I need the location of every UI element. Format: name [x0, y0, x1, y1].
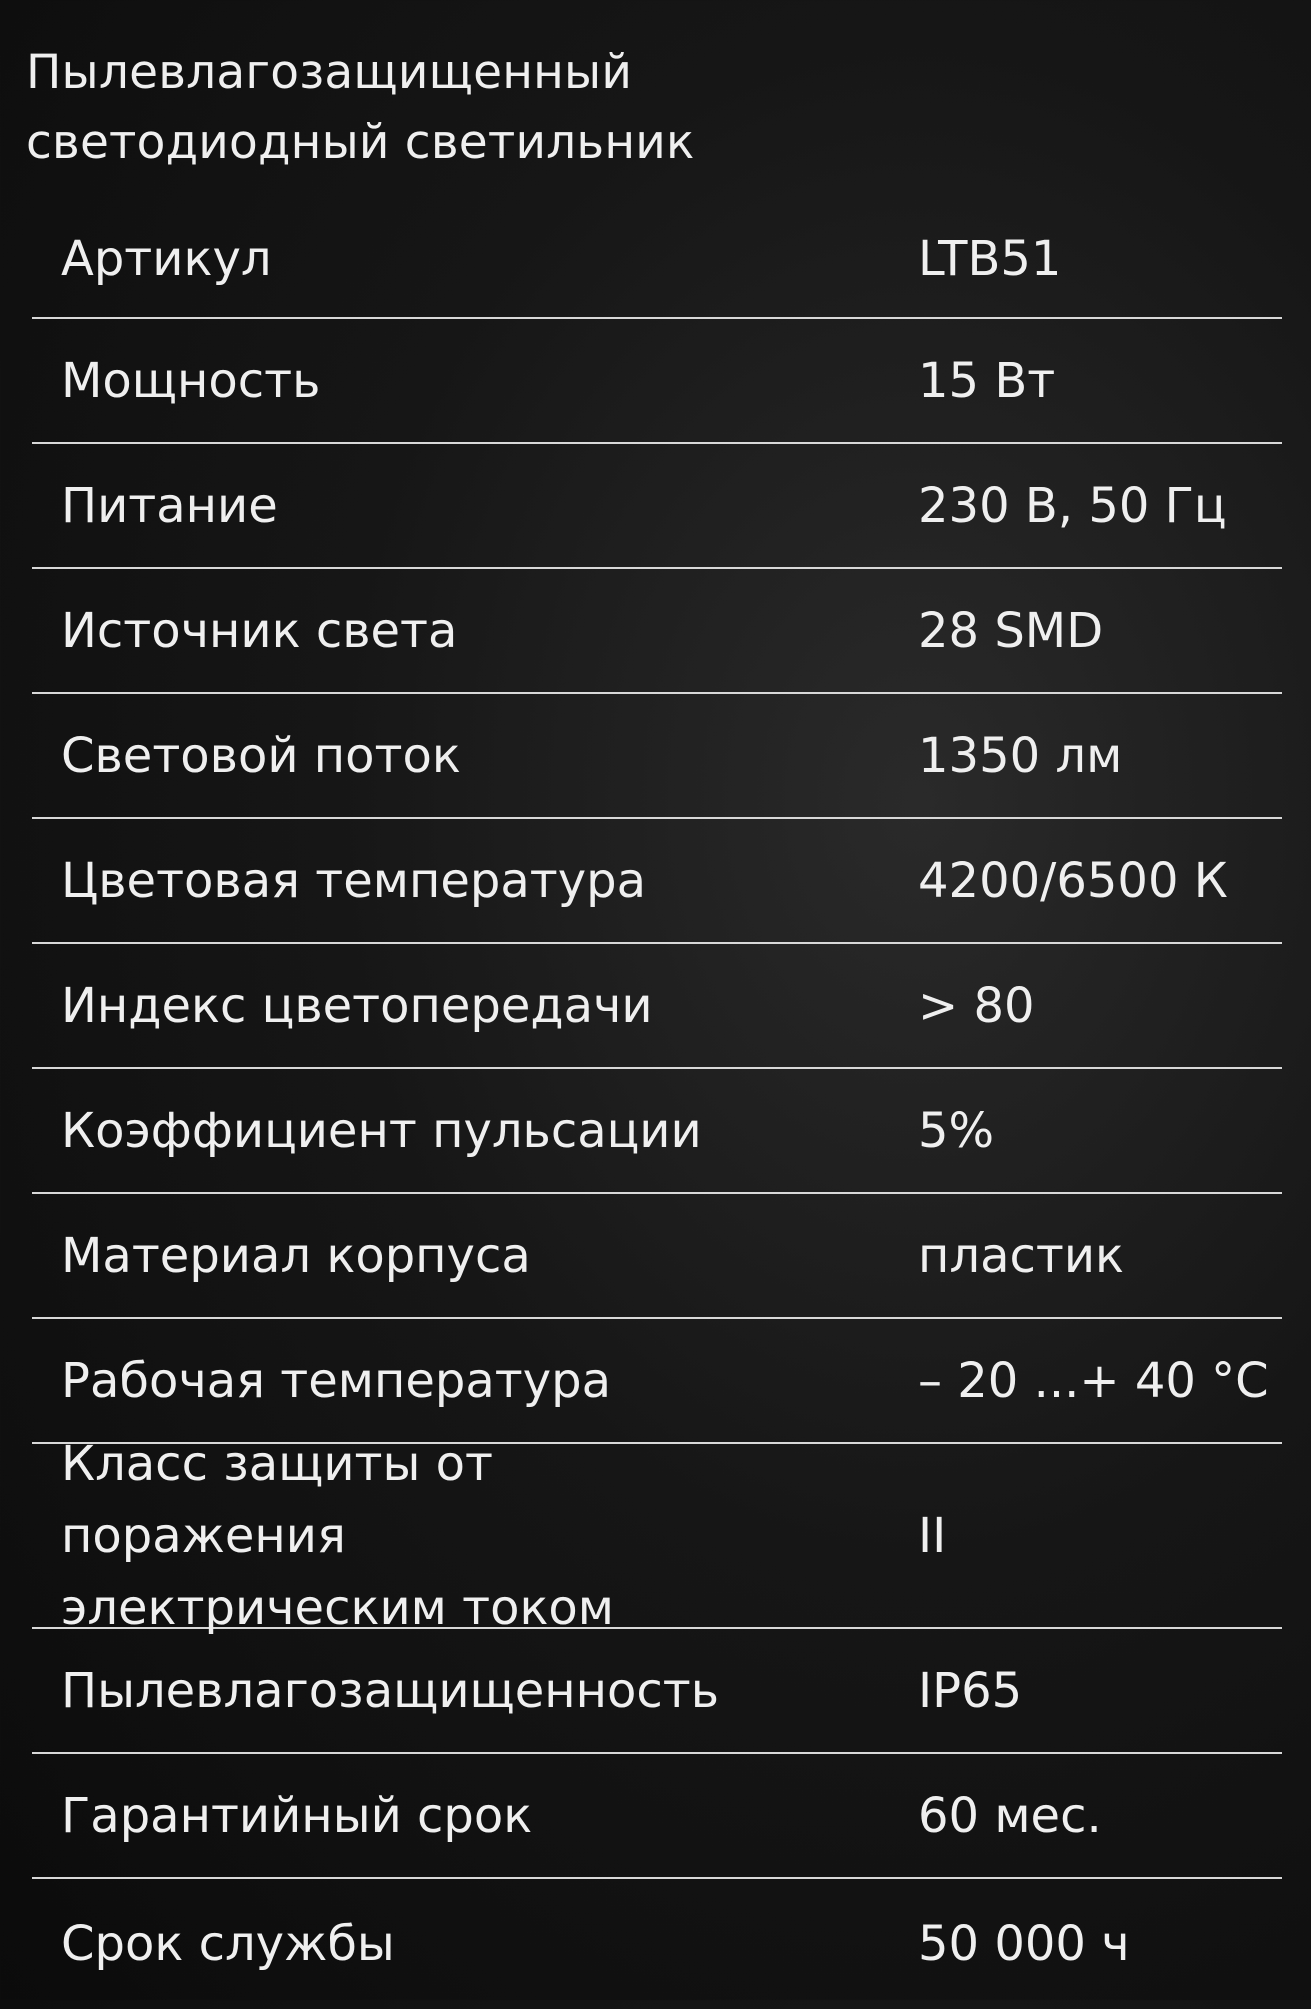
spec-row: Источник света 28 SMD	[32, 569, 1282, 694]
spec-label: Артикул	[61, 230, 272, 287]
spec-row: Коэффициент пульсации 5%	[32, 1069, 1282, 1194]
spec-value: LTB51	[918, 230, 1062, 287]
spec-row: Индекс цветопередачи > 80	[32, 944, 1282, 1069]
title-line-1: Пылевлагозащищенный	[26, 45, 633, 100]
spec-row: Цветовая температура 4200/6500 К	[32, 819, 1282, 944]
spec-label: Гарантийный срок	[61, 1787, 533, 1844]
spec-value: II	[918, 1507, 947, 1564]
spec-value: 15 Вт	[918, 352, 1056, 409]
spec-label: Рабочая температура	[61, 1352, 611, 1409]
spec-row: Артикул LTB51	[32, 200, 1282, 319]
spec-label: Класс защиты от поражения электрическим …	[61, 1435, 615, 1636]
spec-row: Световой поток 1350 лм	[32, 694, 1282, 819]
spec-row: Срок службы 50 000 ч	[32, 1879, 1282, 2009]
spec-label: Питание	[61, 477, 278, 534]
spec-value: 1350 лм	[918, 727, 1123, 784]
spec-label: Мощность	[61, 352, 321, 409]
spec-row: Гарантийный срок 60 мес.	[32, 1754, 1282, 1879]
spec-row: Питание 230 В, 50 Гц	[32, 444, 1282, 569]
spec-value: 5%	[918, 1102, 995, 1159]
spec-value: 4200/6500 К	[918, 852, 1228, 909]
spec-value: пластик	[918, 1227, 1125, 1284]
product-title: Пылевлагозащищенный светодиодный светиль…	[26, 38, 695, 178]
spec-row: Мощность 15 Вт	[32, 319, 1282, 444]
spec-label: Индекс цветопередачи	[61, 977, 653, 1034]
title-line-2: светодиодный светильник	[26, 115, 695, 170]
spec-value: IP65	[918, 1662, 1023, 1719]
spec-row: Класс защиты от поражения электрическим …	[32, 1436, 1282, 1636]
spec-value: 230 В, 50 Гц	[918, 477, 1227, 534]
spec-label: Световой поток	[61, 727, 461, 784]
spec-label: Источник света	[61, 602, 458, 659]
spec-value: 60 мес.	[918, 1787, 1102, 1844]
spec-label: Цветовая температура	[61, 852, 646, 909]
spec-label: Коэффициент пульсации	[61, 1102, 702, 1159]
spec-value: > 80	[918, 977, 1035, 1034]
spec-label: Срок службы	[61, 1916, 395, 1972]
spec-row: Материал корпуса пластик	[32, 1194, 1282, 1319]
specs-table: Артикул LTB51 Мощность 15 Вт Питание 230 В, 5…	[32, 200, 1282, 2009]
spec-row: Рабочая температура – 20 ...+ 40 °С	[32, 1319, 1282, 1444]
spec-label: Пылевлагозащищенность	[61, 1662, 720, 1719]
spec-label: Материал корпуса	[61, 1227, 531, 1284]
spec-value: 50 000 ч	[918, 1916, 1130, 1972]
spec-row: Пылевлагозащищенность IP65	[32, 1629, 1282, 1754]
spec-value: – 20 ...+ 40 °С	[918, 1352, 1269, 1409]
spec-value: 28 SMD	[918, 602, 1104, 659]
